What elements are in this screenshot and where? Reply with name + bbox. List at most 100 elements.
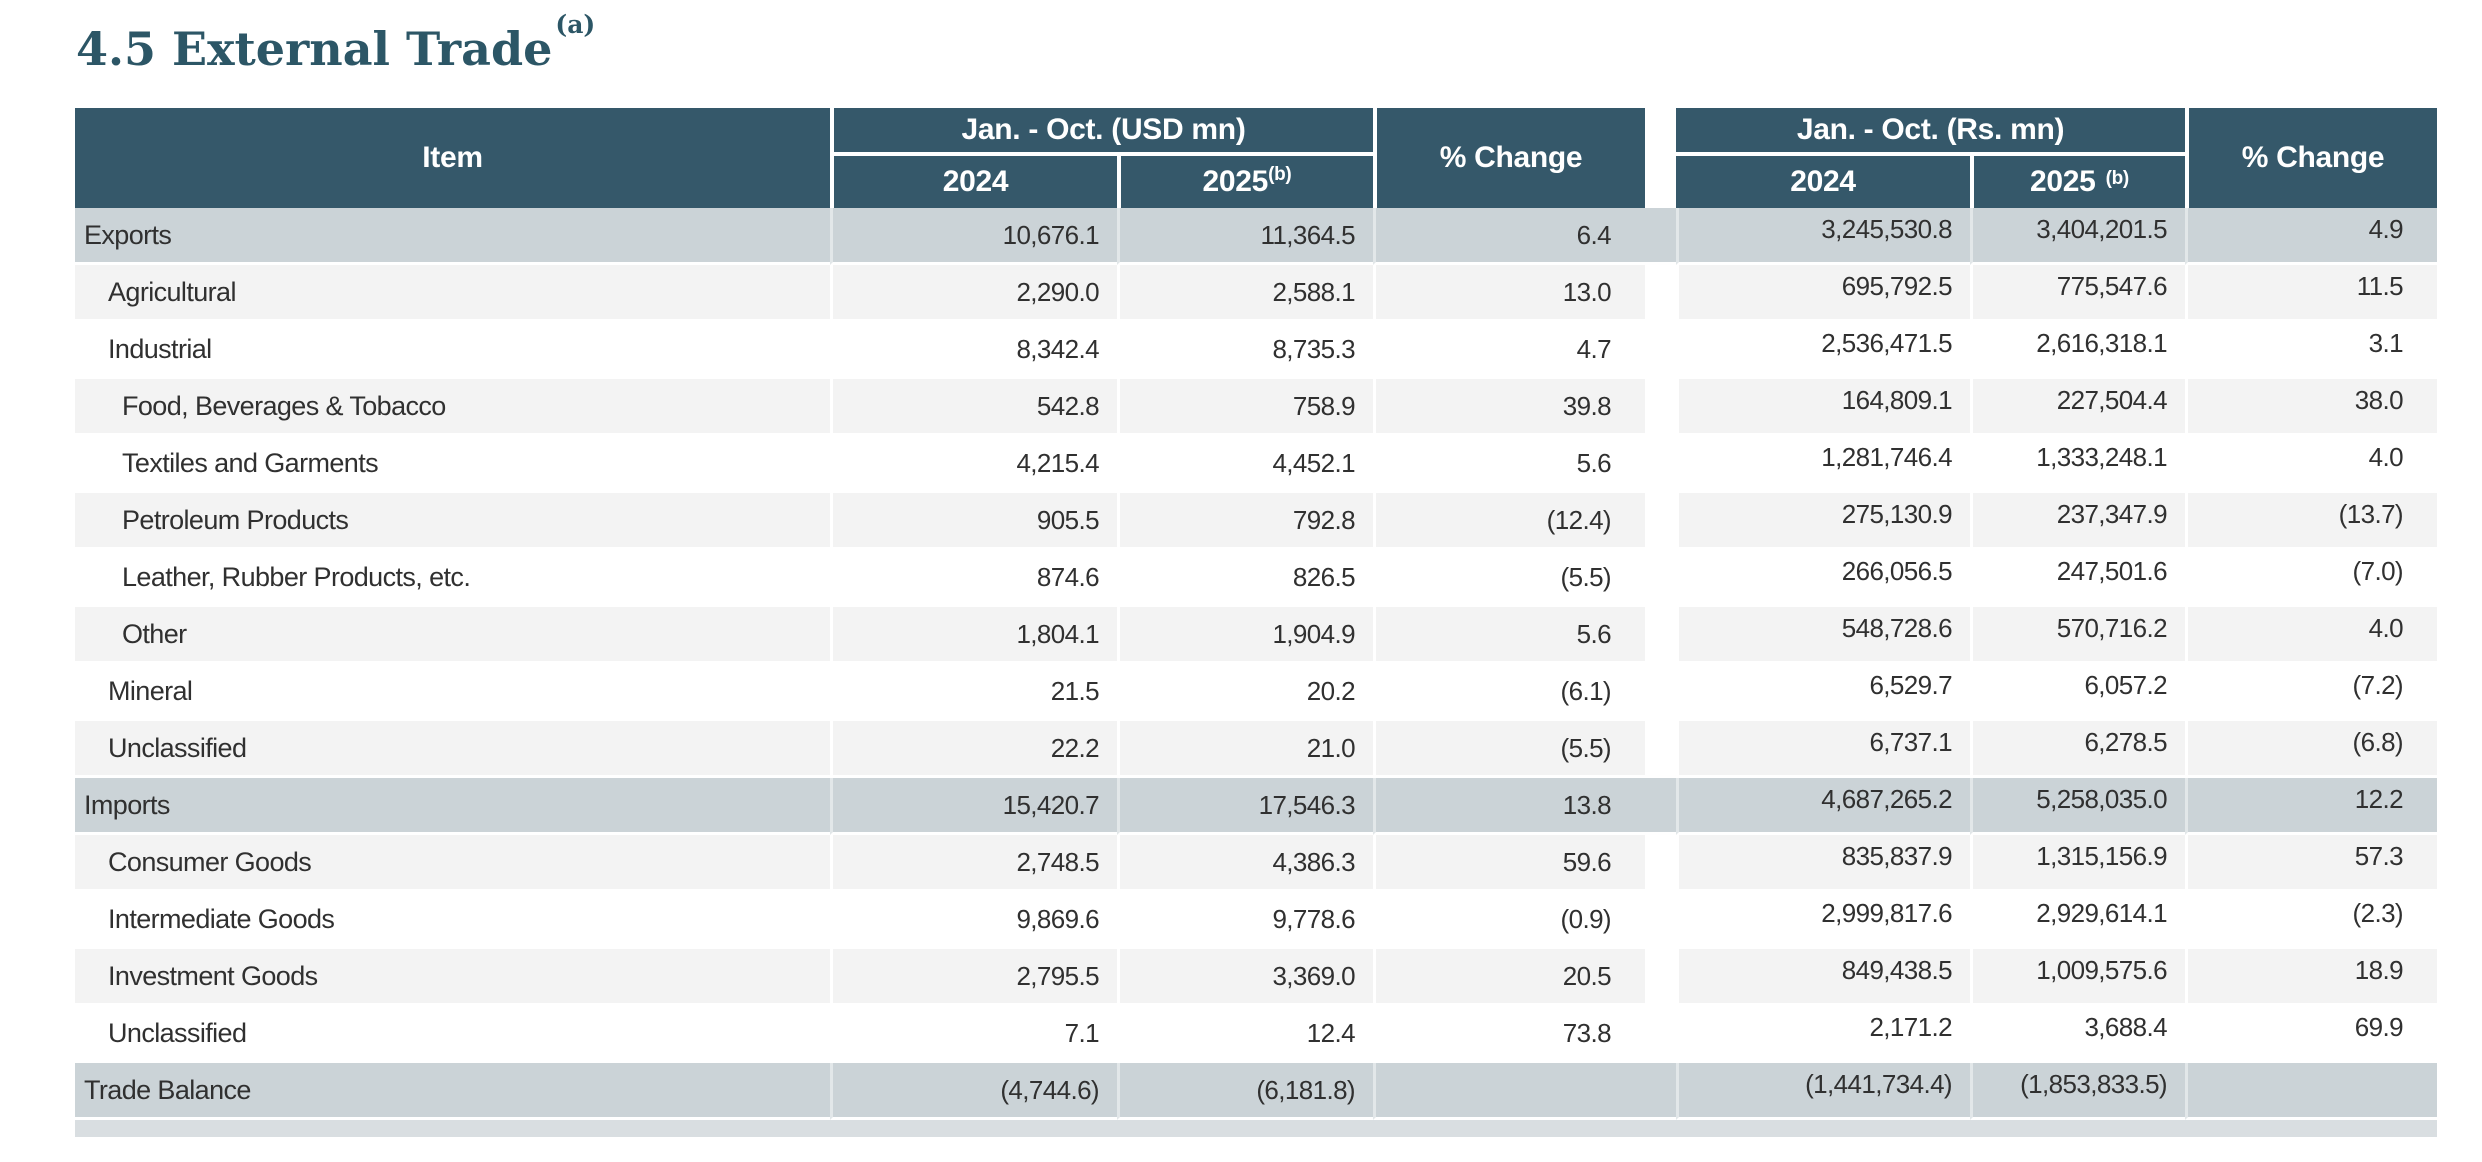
usd-pct-cell: (6.1) [1373, 664, 1645, 721]
usd-pct-cell: 20.5 [1373, 949, 1645, 1006]
usd-2025-cell: 3,369.0 [1117, 949, 1373, 1006]
rs-pct-cell: 38.0 [2185, 379, 2437, 436]
gap-cell [1645, 322, 1676, 379]
rs-2024-cell: 4,687,265.2 [1676, 778, 1970, 835]
gap-cell [1645, 436, 1676, 493]
rs-2025-cell: (1,853,833.5) [1970, 1063, 2185, 1120]
item-label-cell: Unclassified [75, 1006, 830, 1063]
rs-2024-cell: 266,056.5 [1676, 550, 1970, 607]
rs-2025-cell: 570,716.2 [1970, 607, 2185, 664]
item-label-cell: Exports [75, 208, 830, 265]
usd-pct-cell [1373, 1063, 1645, 1120]
rs-pct-cell [2185, 1063, 2437, 1120]
rs-2025-cell: 3,404,201.5 [1970, 208, 2185, 265]
item-label-cell: Consumer Goods [75, 835, 830, 892]
rs-pct-cell: 3.1 [2185, 322, 2437, 379]
usd-2025-cell: 12.4 [1117, 1006, 1373, 1063]
rs-2024-cell: 3,245,530.8 [1676, 208, 1970, 265]
rs-2024-cell: 6,737.1 [1676, 721, 1970, 778]
rs-pct-cell: 69.9 [2185, 1006, 2437, 1063]
usd-pct-cell: (0.9) [1373, 892, 1645, 949]
usd-2024-cell: (4,744.6) [830, 1063, 1117, 1120]
usd-pct-cell: 73.8 [1373, 1006, 1645, 1063]
usd-pct-cell: (12.4) [1373, 493, 1645, 550]
usd-pct-cell: 13.8 [1373, 778, 1645, 835]
usd-2025-cell: 4,452.1 [1117, 436, 1373, 493]
rs-2024-cell: 1,281,746.4 [1676, 436, 1970, 493]
rs-pct-cell: 57.3 [2185, 835, 2437, 892]
usd-2024-cell: 9,869.6 [830, 892, 1117, 949]
rs-2024-cell: 548,728.6 [1676, 607, 1970, 664]
usd-pct-cell: 5.6 [1373, 607, 1645, 664]
gap-cell [1645, 550, 1676, 607]
usd-2024-cell: 2,748.5 [830, 835, 1117, 892]
usd-2025-footnote-marker: (b) [1268, 164, 1292, 185]
usd-pct-cell: (5.5) [1373, 550, 1645, 607]
usd-2024-cell: 22.2 [830, 721, 1117, 778]
rs-group-header: Jan. - Oct. (Rs. mn) [1676, 108, 2185, 156]
item-label-cell: Imports [75, 778, 830, 835]
usd-2025-cell: 21.0 [1117, 721, 1373, 778]
usd-2024-cell: 7.1 [830, 1006, 1117, 1063]
rs-pct-cell: 4.0 [2185, 436, 2437, 493]
usd-2024-cell: 2,795.5 [830, 949, 1117, 1006]
rs-pct-cell: 4.0 [2185, 607, 2437, 664]
usd-pct-cell: 39.8 [1373, 379, 1645, 436]
usd-pct-change-header: % Change [1373, 108, 1645, 208]
rs-pct-cell: 12.2 [2185, 778, 2437, 835]
usd-2024-cell: 4,215.4 [830, 436, 1117, 493]
rs-2024-cell: 849,438.5 [1676, 949, 1970, 1006]
usd-pct-cell: 13.0 [1373, 265, 1645, 322]
rs-2025-cell: 227,504.4 [1970, 379, 2185, 436]
usd-2024-cell: 8,342.4 [830, 322, 1117, 379]
usd-2025-cell: 17,546.3 [1117, 778, 1373, 835]
rs-2025-cell: 6,278.5 [1970, 721, 2185, 778]
rs-2024-cell: 164,809.1 [1676, 379, 1970, 436]
rs-2025-cell: 2,929,614.1 [1970, 892, 2185, 949]
item-label-cell: Trade Balance [75, 1063, 830, 1120]
rs-pct-cell: (2.3) [2185, 892, 2437, 949]
item-label-cell: Investment Goods [75, 949, 830, 1006]
usd-pct-cell: 4.7 [1373, 322, 1645, 379]
rs-2025-footnote-marker: (b) [2105, 168, 2130, 189]
usd-2025-cell: 9,778.6 [1117, 892, 1373, 949]
rs-2024-cell: 2,171.2 [1676, 1006, 1970, 1063]
rs-2024-cell: 835,837.9 [1676, 835, 1970, 892]
usd-pct-cell: 6.4 [1373, 208, 1645, 265]
usd-pct-cell: 59.6 [1373, 835, 1645, 892]
usd-2024-cell: 15,420.7 [830, 778, 1117, 835]
rs-2025-cell: 2,616,318.1 [1970, 322, 2185, 379]
usd-pct-cell: (5.5) [1373, 721, 1645, 778]
gap-cell [1645, 493, 1676, 550]
rs-2025-cell: 775,547.6 [1970, 265, 2185, 322]
rs-pct-cell: (7.0) [2185, 550, 2437, 607]
rs-pct-cell: (7.2) [2185, 664, 2437, 721]
item-label-cell: Petroleum Products [75, 493, 830, 550]
usd-group-header: Jan. - Oct. (USD mn) [830, 108, 1373, 156]
page-title-text: 4.5 External Trade [76, 22, 553, 76]
usd-pct-cell: 5.6 [1373, 436, 1645, 493]
gap-cell [1645, 949, 1676, 1006]
item-label-cell: Food, Beverages & Tobacco [75, 379, 830, 436]
usd-2024-cell: 2,290.0 [830, 265, 1117, 322]
usd-2024-cell: 905.5 [830, 493, 1117, 550]
item-label-cell: Mineral [75, 664, 830, 721]
rs-2025-cell: 247,501.6 [1970, 550, 2185, 607]
item-label-cell: Industrial [75, 322, 830, 379]
rs-2025-cell: 1,333,248.1 [1970, 436, 2185, 493]
rs-2025-cell: 237,347.9 [1970, 493, 2185, 550]
gap-cell [1645, 1063, 1676, 1120]
page-title: 4.5 External Trade (a) [76, 10, 595, 76]
usd-2024-cell: 10,676.1 [830, 208, 1117, 265]
usd-2025-cell: 2,588.1 [1117, 265, 1373, 322]
usd-2025-cell: 4,386.3 [1117, 835, 1373, 892]
item-label-cell: Agricultural [75, 265, 830, 322]
rs-2024-cell: 2,536,471.5 [1676, 322, 1970, 379]
item-column-header: Item [75, 108, 830, 208]
usd-2024-cell: 874.6 [830, 550, 1117, 607]
rs-pct-cell: (6.8) [2185, 721, 2437, 778]
gap-cell [1645, 721, 1676, 778]
item-label-cell: Intermediate Goods [75, 892, 830, 949]
gap-cell [1645, 892, 1676, 949]
usd-2025-cell: 826.5 [1117, 550, 1373, 607]
